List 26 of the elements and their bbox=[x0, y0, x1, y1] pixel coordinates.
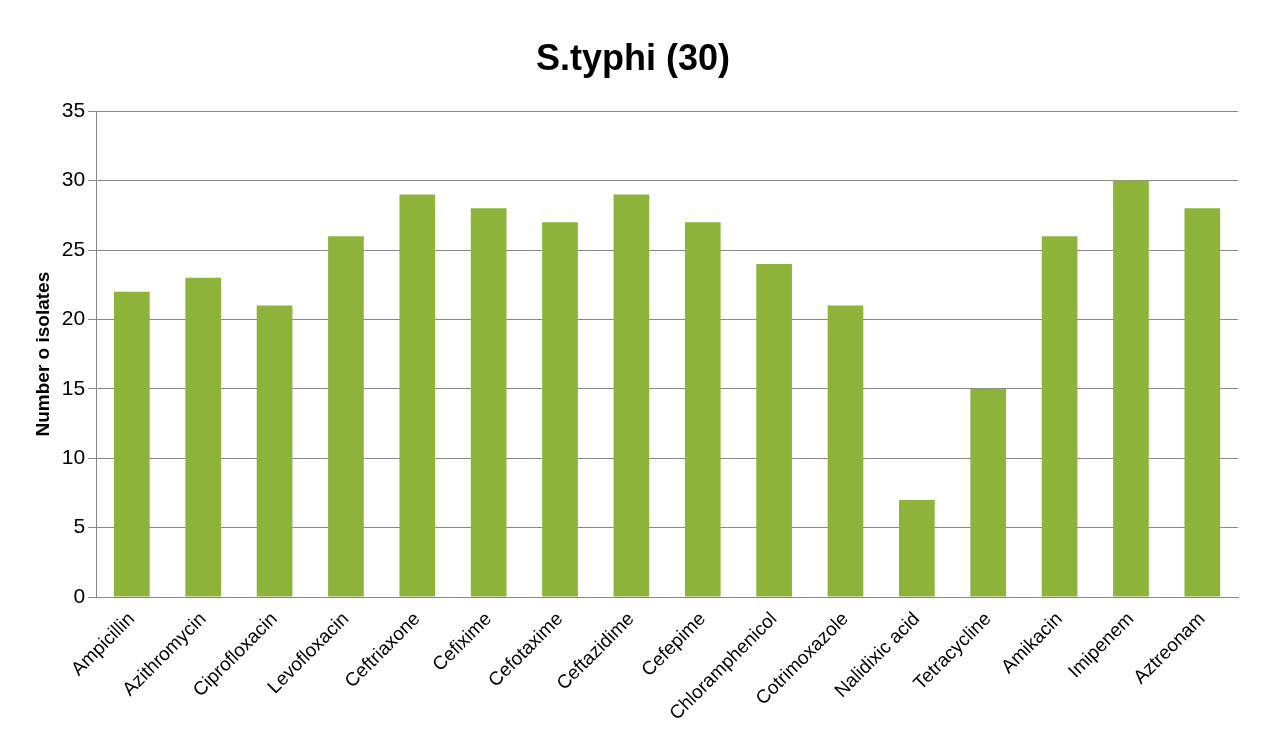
y-tick-label: 5 bbox=[73, 514, 86, 538]
bar bbox=[1184, 208, 1221, 597]
y-tick-label: 35 bbox=[61, 98, 86, 121]
bar bbox=[256, 305, 293, 597]
bar bbox=[684, 222, 721, 597]
bar bbox=[1041, 236, 1078, 597]
bar bbox=[1113, 180, 1149, 597]
bar bbox=[827, 305, 864, 597]
bar bbox=[185, 277, 222, 597]
bar bbox=[899, 499, 935, 597]
y-tick-label: 15 bbox=[61, 375, 86, 399]
y-tick-label: 0 bbox=[73, 583, 86, 607]
bar bbox=[756, 263, 792, 597]
bar bbox=[328, 236, 364, 597]
bar bbox=[613, 194, 650, 597]
bar bbox=[970, 388, 1007, 597]
bar bbox=[542, 222, 578, 597]
y-tick-label: 30 bbox=[61, 167, 86, 191]
chart-title: S.typhi (30) bbox=[535, 36, 731, 78]
y-tick-label: 25 bbox=[61, 236, 86, 260]
bar bbox=[114, 291, 150, 597]
y-tick-label: 20 bbox=[61, 306, 86, 330]
bar bbox=[399, 194, 436, 597]
y-axis-title: Number o isolates bbox=[31, 271, 53, 437]
y-tick-label: 10 bbox=[61, 445, 86, 469]
bar bbox=[470, 208, 507, 597]
